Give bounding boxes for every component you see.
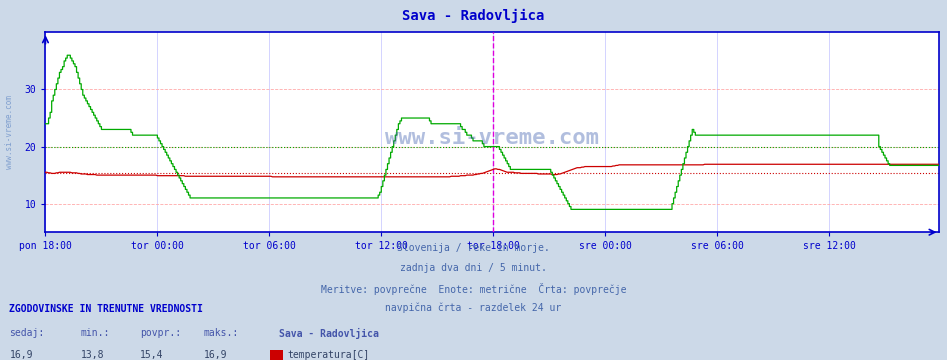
Text: www.si-vreme.com: www.si-vreme.com [5,95,14,169]
Text: Sava - Radovljica: Sava - Radovljica [279,328,379,339]
Text: maks.:: maks.: [204,328,239,338]
Text: www.si-vreme.com: www.si-vreme.com [385,128,599,148]
Text: Sava - Radovljica: Sava - Radovljica [402,9,545,23]
Text: zadnja dva dni / 5 minut.: zadnja dva dni / 5 minut. [400,263,547,273]
Text: sedaj:: sedaj: [9,328,45,338]
Text: 13,8: 13,8 [80,350,104,360]
Text: Meritve: povprečne  Enote: metrične  Črta: povprečje: Meritve: povprečne Enote: metrične Črta:… [321,283,626,294]
Text: temperatura[C]: temperatura[C] [287,350,369,360]
Text: 16,9: 16,9 [9,350,33,360]
Text: min.:: min.: [80,328,110,338]
Text: povpr.:: povpr.: [140,328,181,338]
Text: ZGODOVINSKE IN TRENUTNE VREDNOSTI: ZGODOVINSKE IN TRENUTNE VREDNOSTI [9,304,204,314]
Text: 15,4: 15,4 [140,350,164,360]
Text: navpična črta - razdelek 24 ur: navpična črta - razdelek 24 ur [385,302,562,313]
Text: 16,9: 16,9 [204,350,227,360]
Text: Slovenija / reke in morje.: Slovenija / reke in morje. [397,243,550,253]
